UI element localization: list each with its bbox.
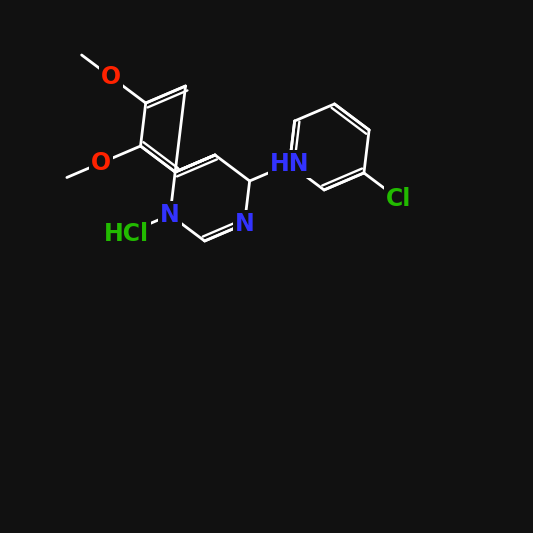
Text: HN: HN [270,152,309,176]
Text: O: O [101,65,121,89]
Text: N: N [160,203,180,227]
Text: Cl: Cl [386,187,411,211]
Text: O: O [91,151,111,175]
Text: HCl: HCl [103,222,149,246]
Text: N: N [235,212,254,236]
